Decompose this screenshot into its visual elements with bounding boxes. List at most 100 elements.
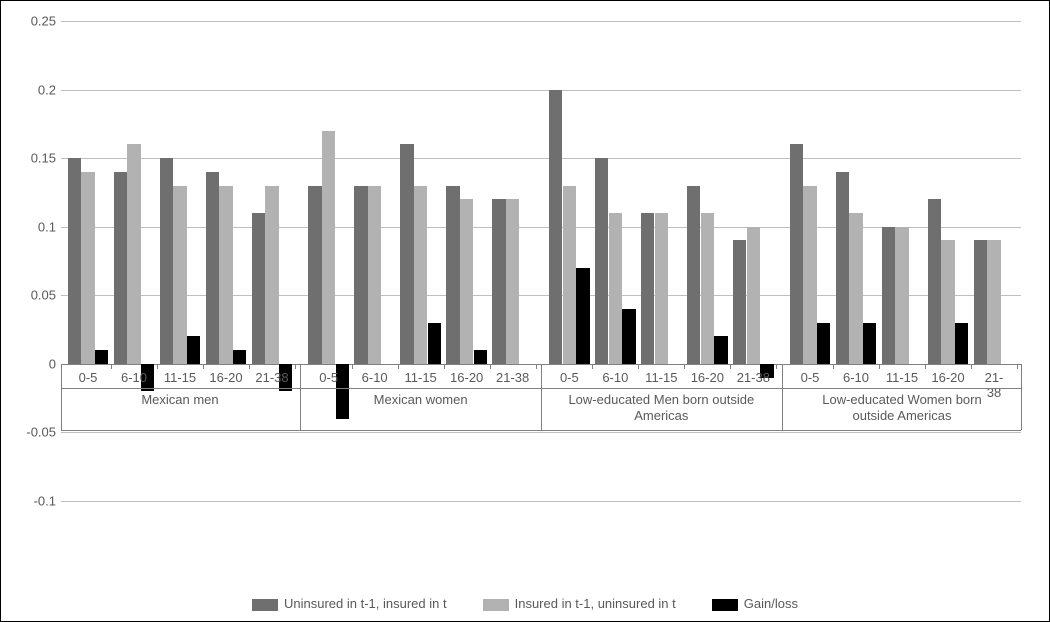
group-separator bbox=[300, 364, 301, 430]
bar bbox=[836, 172, 849, 364]
x-tick bbox=[111, 364, 112, 369]
x-tick bbox=[592, 364, 593, 369]
x-category-label: 0-5 bbox=[79, 370, 98, 385]
bar bbox=[790, 144, 803, 363]
bar bbox=[81, 172, 94, 364]
bar bbox=[849, 213, 862, 364]
group-label: Low-educated Men born outside Americas bbox=[549, 392, 774, 425]
group-label: Low-educated Women born outside Americas bbox=[790, 392, 1015, 425]
y-tick-label: 0.1 bbox=[11, 219, 56, 234]
tier-separator bbox=[61, 388, 300, 389]
x-category-label: 6-10 bbox=[602, 370, 628, 385]
bar bbox=[714, 336, 727, 363]
gridline bbox=[61, 90, 1021, 91]
legend: Uninsured in t-1, insured in tInsured in… bbox=[1, 595, 1049, 611]
x-tick bbox=[730, 364, 731, 369]
bar bbox=[895, 227, 908, 364]
x-category-label: 0-5 bbox=[801, 370, 820, 385]
chart-container: -0.1-0.0500.050.10.150.20.250-56-1011-15… bbox=[0, 0, 1050, 622]
x-tick bbox=[295, 364, 296, 369]
x-category-label: 21-38 bbox=[255, 370, 288, 385]
bar bbox=[955, 323, 968, 364]
x-tick bbox=[398, 364, 399, 369]
tier-separator bbox=[300, 388, 541, 389]
x-tick bbox=[490, 364, 491, 369]
legend-label: Insured in t-1, uninsured in t bbox=[515, 596, 676, 611]
bar bbox=[655, 213, 668, 364]
bar bbox=[114, 172, 127, 364]
x-tick bbox=[879, 364, 880, 369]
bar bbox=[817, 323, 830, 364]
x-category-label: 16-20 bbox=[691, 370, 724, 385]
bar bbox=[701, 213, 714, 364]
bar bbox=[549, 90, 562, 364]
x-category-label: 0-5 bbox=[319, 370, 338, 385]
legend-swatch bbox=[712, 599, 738, 611]
bar bbox=[882, 227, 895, 364]
bar bbox=[160, 158, 173, 364]
x-tick bbox=[925, 364, 926, 369]
tier-separator bbox=[300, 430, 541, 431]
tier-separator bbox=[541, 388, 782, 389]
tier-separator bbox=[782, 430, 1021, 431]
legend-swatch bbox=[483, 599, 509, 611]
bar bbox=[641, 213, 654, 364]
bar bbox=[206, 172, 219, 364]
bar bbox=[609, 213, 622, 364]
legend-item: Insured in t-1, uninsured in t bbox=[483, 596, 676, 611]
bar bbox=[506, 199, 519, 364]
bar bbox=[187, 336, 200, 363]
axis-separator bbox=[61, 364, 62, 430]
x-tick bbox=[249, 364, 250, 369]
group-label: Mexican women bbox=[308, 392, 533, 408]
bar bbox=[928, 199, 941, 364]
group-separator bbox=[1021, 364, 1022, 430]
bar bbox=[576, 268, 589, 364]
x-category-label: 16-20 bbox=[209, 370, 242, 385]
x-category-label: 11-15 bbox=[645, 370, 677, 385]
y-tick-label: 0 bbox=[11, 356, 56, 371]
bar bbox=[233, 350, 246, 364]
y-tick-label: 0.2 bbox=[11, 82, 56, 97]
bar bbox=[595, 158, 608, 364]
bar bbox=[368, 186, 381, 364]
group-separator bbox=[782, 364, 783, 430]
gridline bbox=[61, 501, 1021, 502]
bar bbox=[219, 186, 232, 364]
bar bbox=[322, 131, 335, 364]
x-category-label: 16-20 bbox=[931, 370, 964, 385]
gridline bbox=[61, 158, 1021, 159]
bar bbox=[941, 240, 954, 363]
bar bbox=[803, 186, 816, 364]
bar bbox=[127, 144, 140, 363]
x-tick bbox=[638, 364, 639, 369]
y-tick-label: 0.25 bbox=[11, 14, 56, 29]
x-category-label: 21-38 bbox=[496, 370, 529, 385]
bar bbox=[974, 240, 987, 363]
bar bbox=[687, 186, 700, 364]
bar bbox=[308, 186, 321, 364]
plot-area: -0.1-0.0500.050.10.150.20.250-56-1011-15… bbox=[61, 21, 1021, 501]
x-category-label: 6-10 bbox=[843, 370, 869, 385]
gridline bbox=[61, 432, 1021, 433]
x-tick bbox=[444, 364, 445, 369]
tier-separator bbox=[541, 430, 782, 431]
x-tick bbox=[684, 364, 685, 369]
bar bbox=[68, 158, 81, 364]
y-tick-label: 0.05 bbox=[11, 288, 56, 303]
bar bbox=[492, 199, 505, 364]
x-category-label: 11-15 bbox=[405, 370, 437, 385]
bar bbox=[474, 350, 487, 364]
bar bbox=[460, 199, 473, 364]
bar bbox=[354, 186, 367, 364]
legend-label: Gain/loss bbox=[744, 596, 798, 611]
bar bbox=[622, 309, 635, 364]
bar bbox=[400, 144, 413, 363]
bar bbox=[987, 240, 1000, 363]
bar bbox=[414, 186, 427, 364]
x-category-label: 0-5 bbox=[560, 370, 579, 385]
bar bbox=[563, 186, 576, 364]
y-tick-label: -0.05 bbox=[11, 425, 56, 440]
y-tick-label: 0.15 bbox=[11, 151, 56, 166]
x-tick bbox=[352, 364, 353, 369]
